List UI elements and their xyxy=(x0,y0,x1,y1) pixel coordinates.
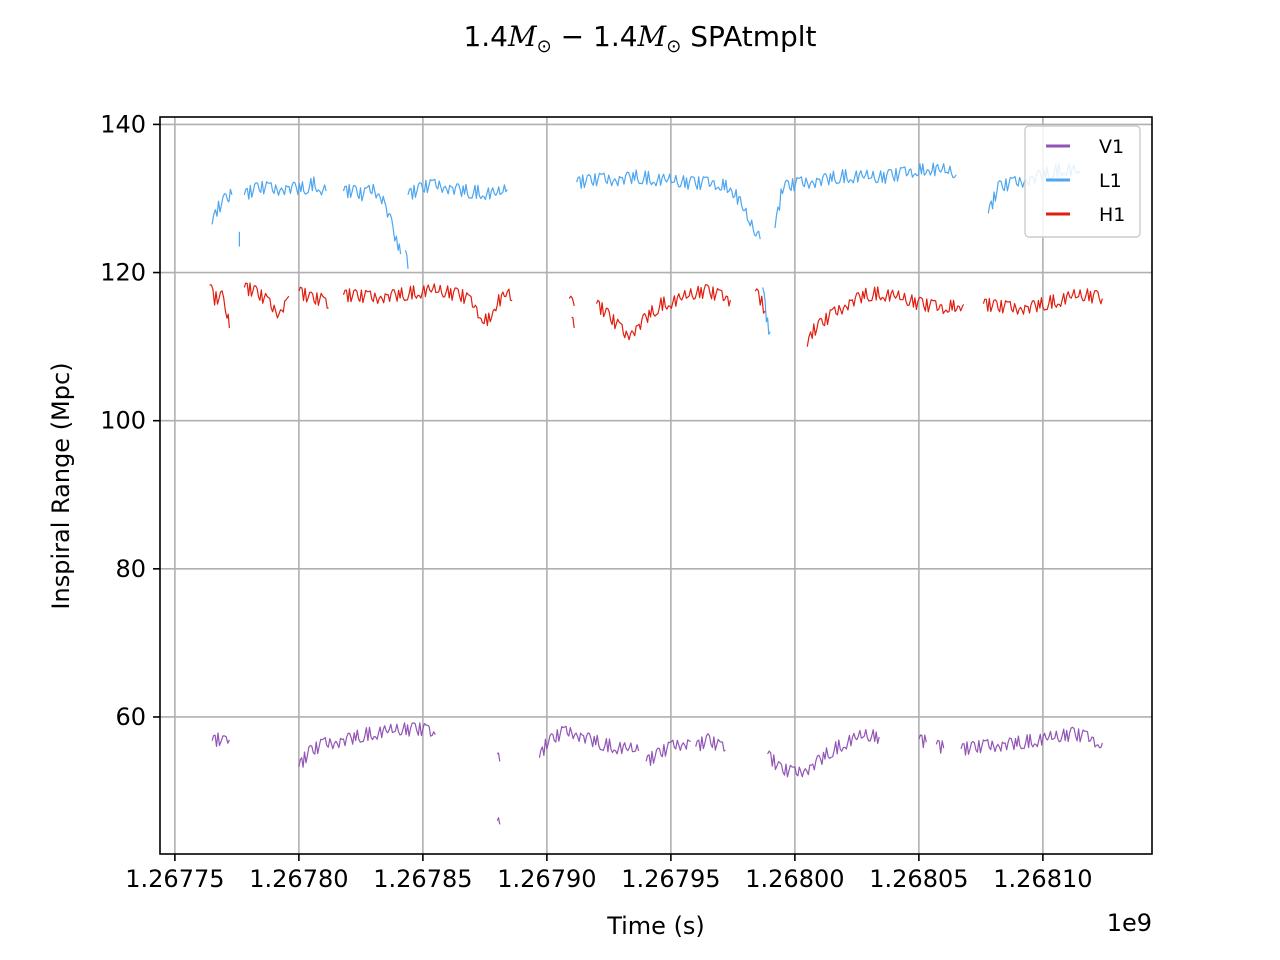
plot-frame xyxy=(159,116,1153,855)
series-line-v1 xyxy=(767,729,880,778)
series-line-h1 xyxy=(568,295,575,307)
grid-lines xyxy=(160,117,1152,854)
series-line-v1 xyxy=(211,732,230,747)
y-tick-label: 80 xyxy=(115,555,146,583)
y-tick-label: 120 xyxy=(100,259,146,287)
x-tick-label: 1.26785 xyxy=(373,865,472,893)
series-line-v1 xyxy=(918,734,927,749)
legend-frame xyxy=(1024,125,1141,238)
series-line-h1 xyxy=(298,286,329,309)
series-line-h1 xyxy=(571,316,575,329)
series-line-l1 xyxy=(243,176,327,200)
series-line-h1 xyxy=(982,288,1103,315)
series-line-v1 xyxy=(695,733,726,752)
series-line-h1 xyxy=(806,286,965,347)
series-line-h1 xyxy=(342,283,513,327)
x-tick-label: 1.26810 xyxy=(993,865,1092,893)
legend: V1 L1 H1 xyxy=(1024,125,1141,238)
y-axis-label: Inspiral Range (Mpc) xyxy=(47,362,75,609)
series-layer xyxy=(209,162,1103,825)
y-tick-label: 140 xyxy=(100,110,146,138)
series-line-v1 xyxy=(960,726,1103,756)
series-h1 xyxy=(209,282,1103,347)
series-line-v1 xyxy=(298,722,436,768)
series-line-l1 xyxy=(211,188,233,225)
x-tick-label: 1.26795 xyxy=(621,865,720,893)
series-line-h1 xyxy=(209,284,230,329)
series-line-l1 xyxy=(576,169,761,240)
legend-label-h1: H1 xyxy=(1099,204,1125,226)
y-tick-label: 60 xyxy=(115,703,146,731)
chart-title: 1.4M⊙ − 1.4M⊙ SPAtmplt xyxy=(463,20,816,57)
x-tick-label: 1.26800 xyxy=(745,865,844,893)
series-line-v1 xyxy=(496,817,501,825)
x-axis-label: Time (s) xyxy=(606,912,705,940)
series-v1 xyxy=(211,722,1103,825)
series-line-v1 xyxy=(538,725,640,758)
series-line-l1 xyxy=(404,250,409,269)
series-line-l1 xyxy=(342,183,402,255)
series-line-h1 xyxy=(595,284,731,341)
x-tick-label: 1.26780 xyxy=(249,865,348,893)
series-line-v1 xyxy=(645,739,691,766)
x-tick-label: 1.26805 xyxy=(869,865,968,893)
legend-label-v1: V1 xyxy=(1099,136,1124,158)
y-tick-label: 100 xyxy=(100,407,146,435)
series-line-l1 xyxy=(407,178,508,201)
series-line-v1 xyxy=(496,752,501,762)
x-tick-label: 1.26790 xyxy=(497,865,596,893)
x-tick-label: 1.26775 xyxy=(125,865,224,893)
x-axis-offset-label: 1e9 xyxy=(1107,909,1152,937)
series-line-h1 xyxy=(754,288,766,314)
series-line-l1 xyxy=(762,287,771,335)
legend-label-l1: L1 xyxy=(1099,170,1122,192)
series-line-h1 xyxy=(243,282,290,319)
series-line-l1 xyxy=(774,162,957,229)
axis-ticks: 1.26775 1.26780 1.26785 1.26790 1.26795 1.268… xyxy=(100,110,1092,893)
series-line-v1 xyxy=(935,739,945,754)
